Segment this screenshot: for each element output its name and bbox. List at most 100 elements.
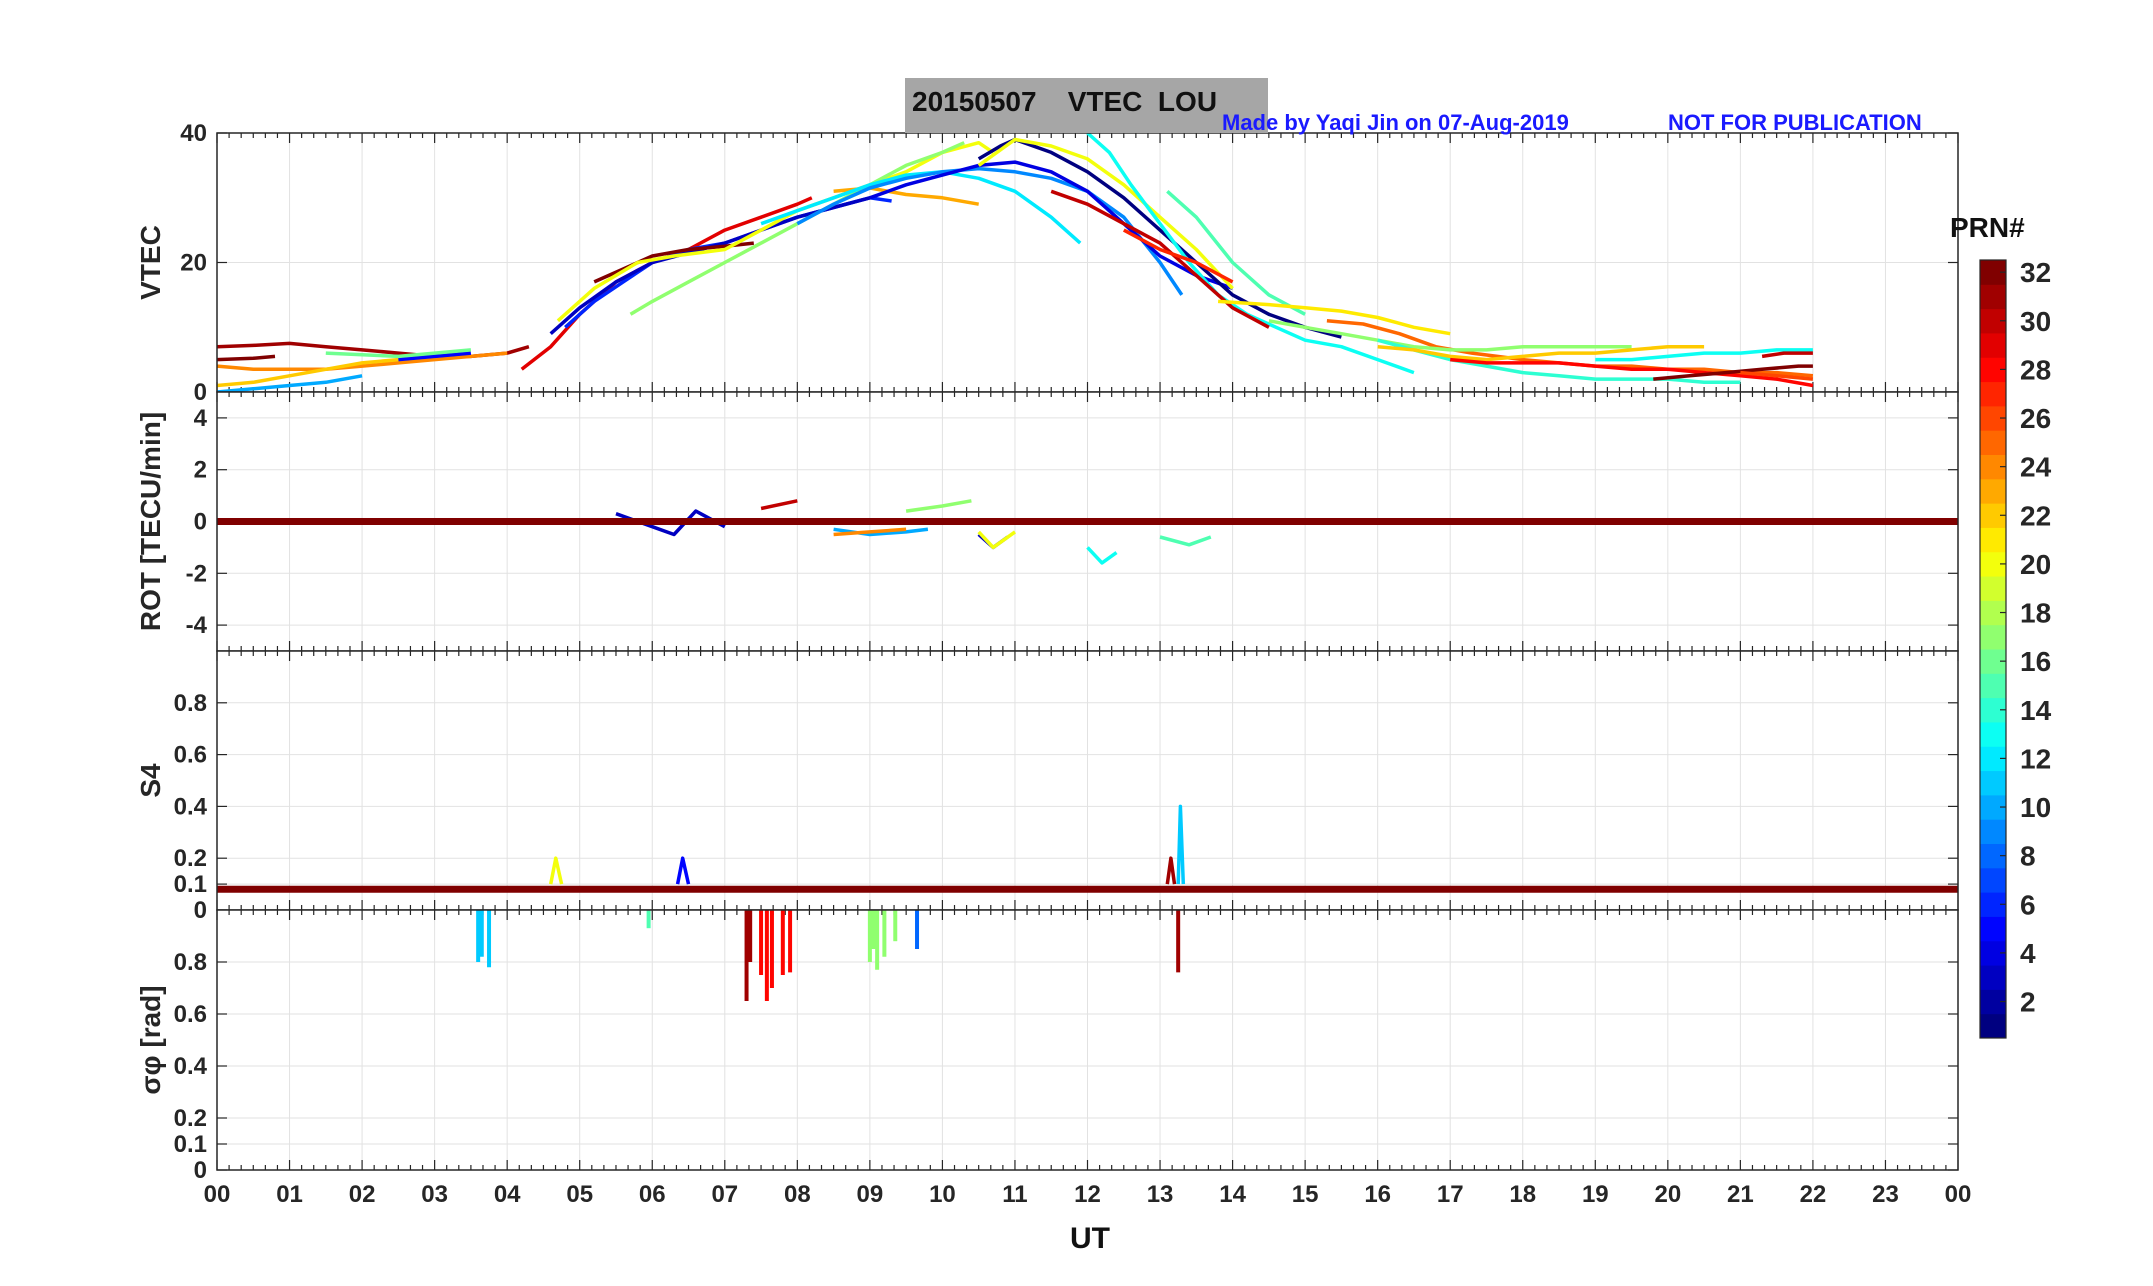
x-tick-label: 13 <box>1147 1181 1174 1208</box>
series-line-prn-32 <box>217 354 276 362</box>
y-tick-label: 0.4 <box>174 1053 208 1080</box>
series-line-prn-22 <box>1377 344 1705 362</box>
series-group <box>217 499 1958 565</box>
colorbar-tick-label: 4 <box>2020 938 2036 969</box>
notice-text: NOT FOR PUBLICATION <box>1668 110 1922 135</box>
series-line-prn-13 <box>1086 546 1118 565</box>
series-line-prn-13 <box>1086 133 1415 375</box>
colorbar-tick-label: 12 <box>2020 743 2051 774</box>
panel-vtec: 0 20 40 VTEC <box>135 120 1959 406</box>
series-line-prn-11 <box>1176 804 1186 885</box>
series-line-prn-26 <box>1740 370 1814 381</box>
colorbar-tick-label: 30 <box>2020 306 2051 337</box>
y-axis-label: S4 <box>135 763 166 798</box>
x-tick-label: 19 <box>1582 1181 1609 1208</box>
x-tick-label: 12 <box>1074 1181 1101 1208</box>
series-line-prn-9 <box>796 166 1184 296</box>
series-line-prn-24 <box>833 527 907 537</box>
series-line-prn-5 <box>398 351 472 362</box>
series-group <box>217 133 1814 392</box>
series-line-prn-4 <box>869 160 1234 291</box>
colorbar-border <box>1979 259 2007 1039</box>
y-tick-label: -4 <box>186 612 208 639</box>
colorbar-tick-label: 6 <box>2020 889 2036 920</box>
series-line-prn-31 <box>1165 856 1177 885</box>
x-tick-label: 15 <box>1292 1181 1319 1208</box>
series-line-prn-20 <box>977 137 1234 290</box>
series-line-prn-28 <box>1450 357 1814 388</box>
y-tick-label: 0.2 <box>174 1105 207 1132</box>
x-tick-label: 17 <box>1437 1181 1464 1208</box>
y-tick-label: 0.2 <box>174 845 207 872</box>
colorbar-tick-label: 8 <box>2020 841 2036 872</box>
colorbar-tick-label: 18 <box>2020 598 2051 629</box>
y-axis-label: VTEC <box>135 225 166 300</box>
colorbar-swatch <box>1980 430 2006 455</box>
x-tick-label: 20 <box>1654 1181 1681 1208</box>
y-tick-label: 0 <box>194 897 207 924</box>
x-tick-label: 08 <box>784 1181 811 1208</box>
panel-s4: 00.10.2 0.4 0.6 0.8 S4 <box>135 650 1959 924</box>
x-tick-label: 07 <box>711 1181 738 1208</box>
y-tick-label: 0.4 <box>174 793 208 820</box>
series-line-prn-30 <box>1050 189 1270 329</box>
y-tick-label: 0 <box>194 379 207 406</box>
y-tick-label: 0.8 <box>174 690 207 717</box>
y-tick-label: 0.8 <box>174 949 207 976</box>
series-line-prn-10 <box>217 374 363 392</box>
y-tick-label: 0 <box>194 509 207 536</box>
credit-text: Made by Yaqi Jin on 07-Aug-2019 <box>1222 110 1569 135</box>
x-tick-label: 16 <box>1364 1181 1391 1208</box>
colorbar-swatch <box>1980 576 2006 601</box>
colorbar-swatch <box>1980 624 2006 650</box>
series-line-prn-21 <box>1217 299 1451 336</box>
colorbar-tick-label: 14 <box>2020 695 2052 726</box>
y-tick-label: -2 <box>186 560 207 587</box>
x-tick-label: 04 <box>494 1181 521 1208</box>
x-tick-label: 21 <box>1727 1181 1754 1208</box>
x-tick-label: 23 <box>1872 1181 1899 1208</box>
series-line-prn-13 <box>1595 348 1813 362</box>
colorbar-swatch <box>1980 284 2006 310</box>
series-group <box>476 910 1181 1001</box>
x-tick-label: 03 <box>421 1181 448 1208</box>
x-tick-label: 10 <box>929 1181 956 1208</box>
series-line-prn-16 <box>325 348 472 359</box>
x-tick-label: 00 <box>204 1181 231 1208</box>
x-tick-label: 11 <box>1002 1181 1027 1208</box>
colorbar-swatch <box>1980 527 2006 553</box>
series-line-prn-20 <box>548 856 564 885</box>
series-line-prn-17 <box>1268 319 1632 352</box>
series-line-prn-15 <box>1159 535 1212 547</box>
x-axis-title: UT <box>1070 1222 1110 1255</box>
colorbar-tick-label: 28 <box>2020 354 2051 385</box>
colorbar-swatch <box>1980 381 2006 407</box>
colorbar-swatch <box>1980 721 2006 747</box>
y-tick-label: 20 <box>180 250 207 277</box>
series-line-prn-24 <box>217 351 508 372</box>
colorbar-title: PRN# <box>1950 212 2025 243</box>
y-tick-label: 40 <box>180 120 207 147</box>
panel-sigma_phi: 00.10.2 0.4 0.6 0.8 σφ [rad] <box>135 909 1959 1184</box>
y-tick-label: 2 <box>194 457 207 484</box>
colorbar-tick-label: 16 <box>2020 646 2051 677</box>
colorbar-tick-label: 22 <box>2020 500 2051 531</box>
y-tick-label: 0 <box>194 1157 207 1184</box>
y-axis-label: ROT [TECU/min] <box>135 412 166 631</box>
colorbar-tick-label: 32 <box>2020 257 2051 288</box>
series-line-prn-30 <box>1761 351 1813 359</box>
colorbar-swatch <box>1980 965 2006 990</box>
colorbar-swatch <box>1980 867 2006 893</box>
x-tick-label: 02 <box>349 1181 376 1208</box>
x-tick-label: 22 <box>1800 1181 1827 1208</box>
y-tick-label: 0.6 <box>174 742 207 769</box>
colorbar-tick-label: 24 <box>2020 452 2052 483</box>
x-tick-label: 00 <box>1945 1181 1972 1208</box>
series-line-prn-17 <box>905 499 972 513</box>
colorbar-swatch <box>1980 1013 2006 1039</box>
colorbar-tick-label: 20 <box>2020 549 2051 580</box>
series-line-prn-14 <box>1377 338 1741 385</box>
x-tick-label: 09 <box>857 1181 884 1208</box>
